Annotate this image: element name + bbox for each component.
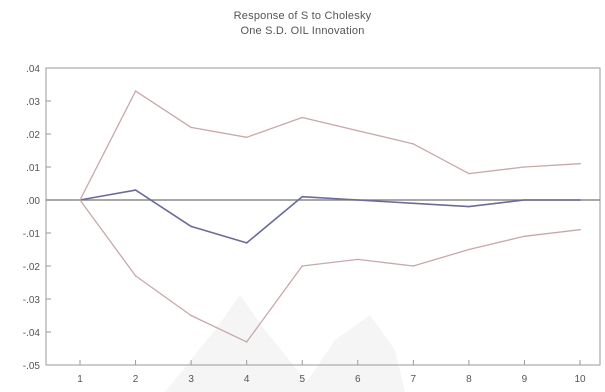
y-tick-label: .00 [26, 196, 40, 207]
series-point [245, 242, 248, 244]
series-point [190, 314, 192, 317]
series-point [301, 116, 304, 119]
plot-area-frame [45, 67, 601, 366]
series-point [356, 129, 359, 132]
series-point [245, 136, 248, 139]
series-point [301, 265, 304, 267]
series-line-upper-band [79, 90, 581, 201]
x-tick-label: 8 [466, 374, 472, 385]
series-point [468, 205, 470, 208]
series-point [79, 199, 81, 201]
series-point [523, 235, 526, 238]
series-point [190, 225, 192, 228]
y-tick-label: -.03 [23, 295, 41, 306]
series-point [412, 265, 415, 267]
y-tick-label: -.02 [23, 262, 41, 273]
x-tick-label: 4 [244, 374, 250, 385]
series-point [579, 162, 581, 165]
series-point [468, 172, 470, 175]
x-tick-label: 10 [574, 374, 586, 385]
y-tick-label: .04 [26, 64, 40, 75]
y-tick-label: .01 [26, 163, 40, 174]
y-tick-label: .02 [26, 130, 40, 141]
y-tick-label: -.04 [23, 328, 41, 339]
y-tick-label: .03 [26, 97, 40, 108]
series-point [468, 248, 470, 251]
x-tick-label: 3 [188, 374, 194, 385]
watermark-logo [165, 295, 405, 392]
x-tick-label: 1 [77, 374, 83, 385]
series-line-lower-band [79, 199, 581, 343]
series-point [356, 258, 359, 261]
x-tick-label: 2 [133, 374, 139, 385]
series-point [523, 199, 526, 201]
series-point [579, 199, 581, 201]
series-point [412, 202, 415, 205]
series-line-response [79, 189, 580, 244]
y-tick-label: -.01 [23, 229, 41, 240]
series-point [523, 166, 526, 168]
series-point [134, 275, 137, 277]
series-point [245, 341, 248, 343]
x-tick-label: 9 [522, 374, 528, 385]
series-point [134, 90, 137, 92]
y-tick-label: -.05 [23, 361, 41, 372]
x-tick-label: 5 [299, 374, 305, 385]
series-point [356, 199, 359, 201]
series-point [190, 126, 192, 129]
series-point [579, 228, 581, 231]
chart-subtitle: One S.D. OIL Innovation [240, 25, 365, 37]
x-tick-label: 6 [355, 374, 361, 385]
x-tick-label: 7 [411, 374, 417, 385]
series-point [134, 189, 137, 191]
series-point [412, 143, 415, 145]
chart-title: Response of S to Cholesky [233, 10, 372, 22]
series-point [301, 195, 304, 198]
